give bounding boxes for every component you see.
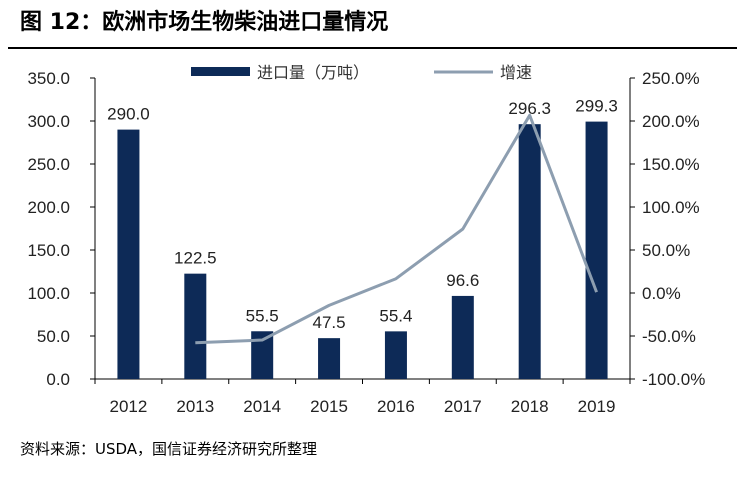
right-tick-label: 0.0% (642, 284, 681, 303)
left-tick-label: 300.0 (27, 112, 70, 131)
x-tick-label: 2014 (243, 397, 281, 416)
bar-2013 (184, 273, 207, 379)
left-tick-label: 50.0 (37, 327, 70, 346)
right-tick-label: -50.0% (642, 327, 696, 346)
bar-label-2014: 55.5 (246, 306, 279, 325)
left-tick-label: 200.0 (27, 198, 70, 217)
left-tick-label: 250.0 (27, 155, 70, 174)
x-tick-label: 2016 (377, 397, 415, 416)
legend-line-label: 增速 (500, 64, 532, 82)
x-tick-label: 2018 (511, 397, 549, 416)
bar-label-2013: 122.5 (174, 249, 217, 268)
bar-label-2015: 47.5 (313, 313, 346, 332)
left-tick-label: 150.0 (27, 241, 70, 260)
bar-label-2012: 290.0 (107, 105, 150, 124)
right-tick-label: 250.0% (642, 69, 700, 88)
bar-2016 (384, 331, 407, 379)
right-tick-label: 50.0% (642, 241, 690, 260)
right-tick-label: 150.0% (642, 155, 700, 174)
x-tick-label: 2019 (578, 397, 616, 416)
bar-2019 (585, 121, 608, 380)
bar-2018 (518, 124, 541, 379)
left-tick-label: 350.0 (27, 69, 70, 88)
title-divider (8, 47, 737, 49)
chart-title: 图 12：欧洲市场生物柴油进口量情况 (20, 10, 389, 35)
legend-bar-swatch (191, 67, 250, 76)
bar-label-2017: 96.6 (446, 271, 479, 290)
source-note: 资料来源：USDA，国信证券经济研究所整理 (20, 440, 318, 458)
bar-label-2016: 55.4 (379, 306, 412, 325)
bar-2012 (117, 129, 140, 379)
x-tick-label: 2015 (310, 397, 348, 416)
x-tick-label: 2017 (444, 397, 482, 416)
bar-2017 (451, 295, 474, 379)
x-tick-label: 2013 (176, 397, 214, 416)
left-tick-label: 0.0 (46, 370, 70, 389)
right-tick-label: 200.0% (642, 112, 700, 131)
bar-2015 (318, 338, 341, 379)
right-tick-label: -100.0% (642, 370, 705, 389)
left-tick-label: 100.0 (27, 284, 70, 303)
bar-label-2019: 299.3 (575, 97, 618, 116)
growth-line (195, 113, 598, 345)
right-tick-label: 100.0% (642, 198, 700, 217)
legend-bar-label: 进口量（万吨） (257, 64, 369, 82)
bar-2014 (251, 331, 274, 379)
bar-label-2018: 296.3 (508, 99, 551, 118)
x-tick-label: 2012 (110, 397, 148, 416)
